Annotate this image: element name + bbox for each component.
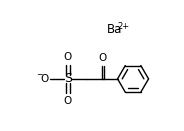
Text: O: O xyxy=(64,51,72,62)
Text: O: O xyxy=(99,53,107,63)
Text: S: S xyxy=(64,72,72,85)
Text: O: O xyxy=(64,96,72,106)
Text: −: − xyxy=(36,70,43,80)
Text: 2+: 2+ xyxy=(118,22,130,31)
Text: O: O xyxy=(41,74,49,84)
Text: Ba: Ba xyxy=(107,23,122,36)
